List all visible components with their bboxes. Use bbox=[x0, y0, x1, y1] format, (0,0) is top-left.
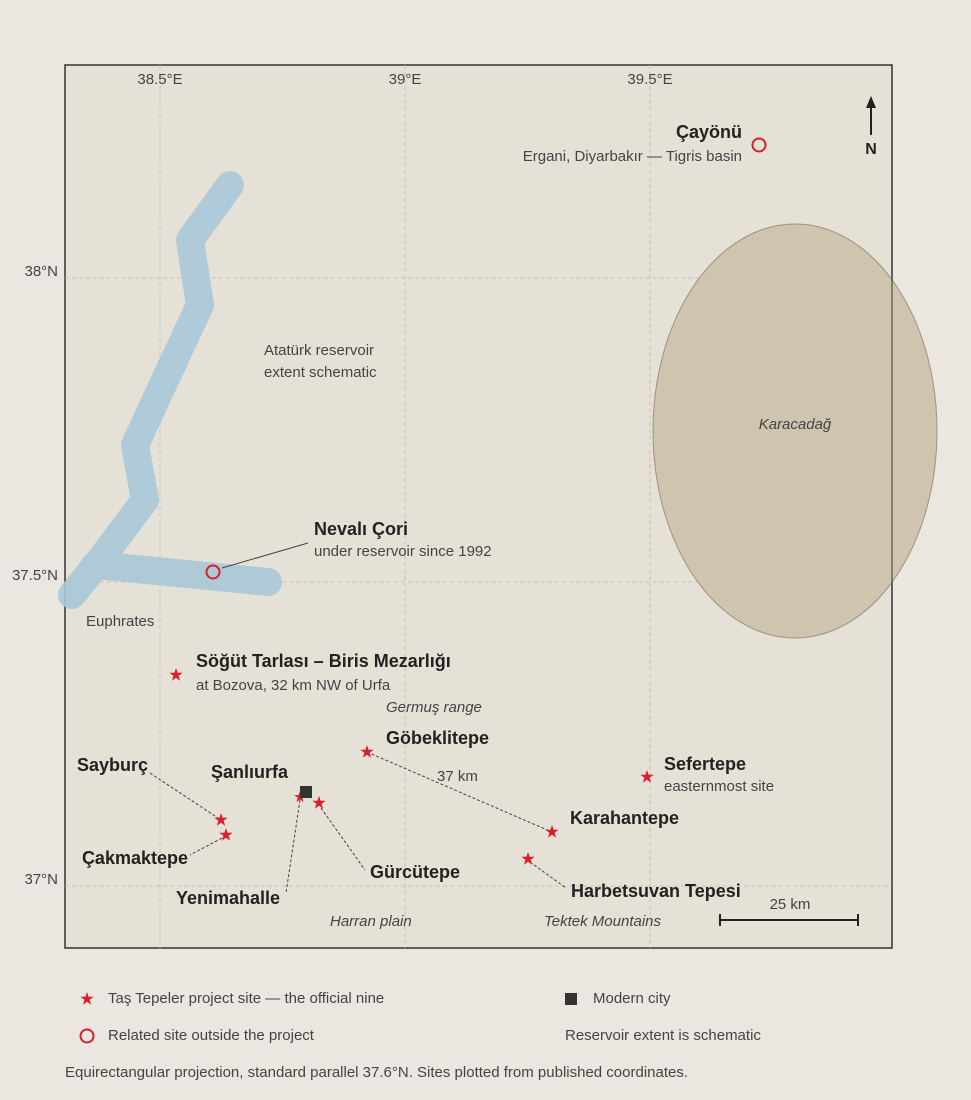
y-tick-label: 37.5°N bbox=[12, 567, 58, 584]
legend-label: Reservoir extent is schematic bbox=[565, 1027, 761, 1044]
related-site bbox=[751, 137, 767, 153]
leader bbox=[529, 861, 567, 889]
leader bbox=[320, 807, 366, 871]
region-label: extent schematic bbox=[264, 364, 377, 381]
legend-label: Taş Tepeler project site — the official … bbox=[108, 990, 384, 1007]
region-label: Harran plain bbox=[330, 913, 412, 930]
scale-bar bbox=[719, 914, 859, 926]
site-note: easternmost site bbox=[664, 778, 774, 795]
site-note: Ergani, Diyarbakır — Tigris basin bbox=[523, 148, 742, 165]
site-name: Nevalı Çori bbox=[314, 519, 408, 539]
legend-square bbox=[565, 993, 577, 1005]
related-site bbox=[205, 564, 221, 580]
y-tick-label: 37°N bbox=[24, 871, 58, 888]
city-marker bbox=[300, 786, 312, 798]
region-label: Germuş range bbox=[386, 699, 482, 716]
leader bbox=[149, 772, 219, 819]
site-name: Sayburç bbox=[77, 755, 148, 775]
leader bbox=[189, 837, 223, 856]
site-name: Sefertepe bbox=[664, 754, 746, 774]
site-name: Gürcütepe bbox=[370, 862, 460, 882]
x-tick-label: 39°E bbox=[389, 71, 422, 88]
y-tick-label: 38°N bbox=[24, 263, 58, 280]
region-label: Tektek Mountains bbox=[544, 913, 662, 930]
legend-circle bbox=[79, 1028, 95, 1044]
leader bbox=[221, 542, 309, 569]
reservoir bbox=[58, 171, 282, 609]
site-note: under reservoir since 1992 bbox=[314, 543, 492, 560]
city-name: Şanlıurfa bbox=[211, 762, 289, 782]
north-arrow-head bbox=[866, 96, 876, 108]
site-name: Yenimahalle bbox=[176, 888, 280, 908]
site-name: Karahantepe bbox=[570, 808, 679, 828]
legend-label: Modern city bbox=[593, 990, 671, 1007]
footnote: Equirectangular projection, standard par… bbox=[65, 1064, 688, 1081]
leader bbox=[285, 799, 301, 894]
site-name: Göbeklitepe bbox=[386, 728, 489, 748]
site-note: at Bozova, 32 km NW of Urfa bbox=[196, 677, 391, 694]
x-tick-label: 39.5°E bbox=[627, 71, 672, 88]
region-label: Atatürk reservoir bbox=[264, 342, 374, 359]
legend-star bbox=[80, 992, 94, 1005]
site-name: Çayönü bbox=[676, 122, 742, 142]
region-label: Euphrates bbox=[86, 613, 154, 630]
north-label: N bbox=[865, 141, 877, 158]
site-name: Harbetsuvan Tepesi bbox=[571, 881, 741, 901]
region-label: Karacadağ bbox=[759, 416, 832, 433]
scale-label: 25 km bbox=[770, 896, 811, 913]
legend-label: Related site outside the project bbox=[108, 1027, 315, 1044]
site-name: Çakmaktepe bbox=[82, 848, 188, 868]
distance-label: 37 km bbox=[437, 768, 478, 785]
site-name: Söğüt Tarlası – Biris Mezarlığı bbox=[196, 651, 451, 671]
x-tick-label: 38.5°E bbox=[137, 71, 182, 88]
distance-line bbox=[366, 751, 553, 833]
karacadag-area bbox=[652, 223, 938, 639]
